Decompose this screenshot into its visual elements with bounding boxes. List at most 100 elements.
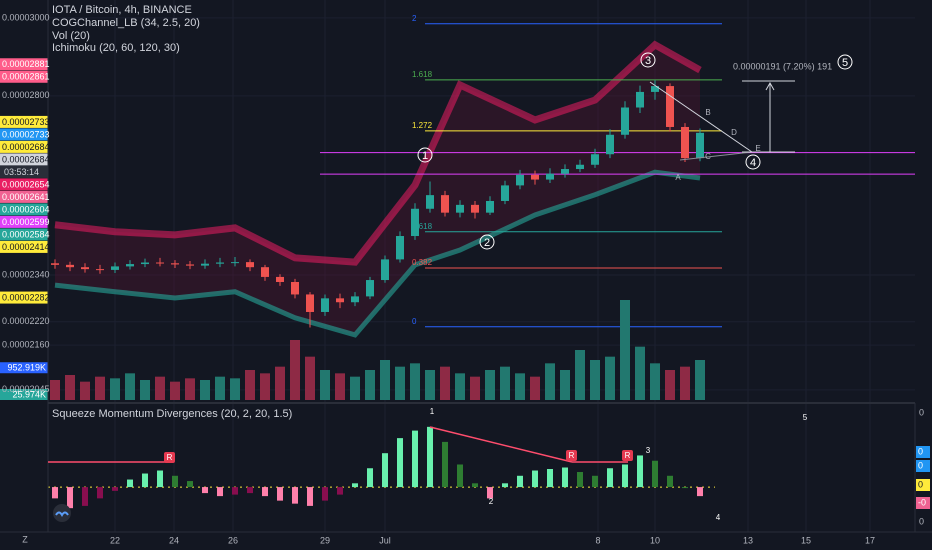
candle-body xyxy=(651,86,659,92)
y-tick-label: 0.00002340 xyxy=(2,269,50,279)
fib-label: 0 xyxy=(412,317,417,326)
volume-bar xyxy=(410,363,420,400)
volume-bar xyxy=(320,370,330,400)
volume-bar xyxy=(440,366,450,400)
candle-body xyxy=(66,264,74,268)
momentum-tag-label: 0 xyxy=(918,479,923,489)
volume-tag-label: 25.974K xyxy=(12,389,46,399)
volume-bar xyxy=(545,363,555,400)
momentum-tag xyxy=(916,446,930,458)
candle-body xyxy=(486,200,494,213)
divergence-label: R xyxy=(569,451,575,460)
volume-bar xyxy=(455,373,465,400)
volume-bar xyxy=(290,340,300,400)
volume-bar xyxy=(335,373,345,400)
momentum-bar xyxy=(397,438,403,488)
candle-body xyxy=(501,185,509,201)
x-tick-label: 10 xyxy=(650,535,660,545)
momentum-wave-label: 1 xyxy=(430,407,435,416)
x-tick-label: 22 xyxy=(110,535,120,545)
candle-body xyxy=(471,204,479,213)
indicator-label[interactable]: COGChannel_LB (34, 2.5, 20) xyxy=(52,17,200,29)
candle-body xyxy=(306,294,314,312)
pattern-label: A xyxy=(675,173,681,182)
candle-body xyxy=(441,195,449,213)
wave-circle xyxy=(479,234,495,250)
candle-body xyxy=(351,296,359,303)
indicator-label[interactable]: Ichimoku (20, 60, 120, 30) xyxy=(52,42,180,54)
trend-line xyxy=(679,151,753,161)
candle-body xyxy=(516,174,524,186)
price-tag xyxy=(0,70,48,83)
volume-bar xyxy=(230,378,240,400)
momentum-bar xyxy=(607,468,613,488)
volume-bar xyxy=(350,376,360,400)
momentum-bar xyxy=(367,468,373,488)
volume-bar xyxy=(650,363,660,400)
timezone-button[interactable]: Z xyxy=(22,534,28,544)
logo[interactable] xyxy=(53,504,71,522)
trend-line xyxy=(649,81,753,153)
chart-title: IOTA / Bitcoin, 4h, BINANCE xyxy=(52,4,192,16)
logo-mark xyxy=(55,511,69,517)
divergence-label: R xyxy=(625,451,631,460)
volume-bar xyxy=(95,376,105,400)
candle-body xyxy=(246,262,254,268)
momentum-bar xyxy=(292,487,298,504)
momentum-bar xyxy=(622,464,628,488)
price-tag-label: 0.00002684 xyxy=(2,154,50,164)
momentum-bar xyxy=(112,487,118,491)
y-tick-label: 0.00002045 xyxy=(2,384,50,394)
price-tag-label: 0.00002641 xyxy=(2,192,50,202)
wave-label: 1 xyxy=(422,150,428,162)
volume-bar xyxy=(365,370,375,400)
momentum-bar xyxy=(562,467,568,488)
candle-body xyxy=(681,126,689,159)
price-tag-label: 0.00002733 xyxy=(2,117,50,127)
volume-bar xyxy=(575,350,585,400)
candle-body xyxy=(456,204,464,213)
countdown-label: 03:53:14 xyxy=(4,167,39,177)
wave-markers: 1 2 3 4 5 xyxy=(417,52,853,250)
volume-bar xyxy=(665,370,675,400)
y-tick-label: 0.00002220 xyxy=(2,316,50,326)
momentum-bar xyxy=(667,475,673,488)
wave-circle xyxy=(837,54,853,70)
indicator-label[interactable]: Vol (20) xyxy=(52,30,90,42)
momentum-wave-label: 2 xyxy=(489,497,494,506)
price-tag xyxy=(0,128,48,141)
divergence-badge xyxy=(566,450,577,461)
price-tag-label: 0.00002861 xyxy=(2,72,50,82)
volume-bar xyxy=(635,346,645,400)
price-tag xyxy=(0,140,48,153)
candle-body xyxy=(81,267,89,270)
candle-body xyxy=(366,280,374,297)
volume-bar xyxy=(275,366,285,400)
momentum-axis-label: 0 xyxy=(919,516,924,526)
volume-bar xyxy=(185,378,195,400)
volume-bar xyxy=(80,381,90,400)
volume-bar xyxy=(515,373,525,400)
candle-body xyxy=(426,195,434,209)
price-tag-label: 0.00002881 xyxy=(2,59,50,69)
volume-bar xyxy=(560,370,570,400)
momentum-bar xyxy=(547,469,553,488)
price-tag-label: 0.00002654 xyxy=(2,179,50,189)
candle-body xyxy=(636,91,644,108)
measure-arrow-head xyxy=(765,81,775,91)
volume-bar xyxy=(620,300,630,400)
pattern-label: D xyxy=(731,128,737,137)
y-tick-label: 0.00003000 xyxy=(2,12,50,22)
momentum-bar xyxy=(487,487,493,499)
momentum-bar xyxy=(322,487,328,501)
volume-bar xyxy=(590,360,600,400)
price-tag xyxy=(0,190,48,203)
wave-label: 3 xyxy=(645,55,651,67)
indicator-label[interactable]: Squeeze Momentum Divergences (20, 2, 20,… xyxy=(52,408,292,420)
price-tag-label: 0.00002604 xyxy=(2,204,50,214)
candle-body xyxy=(216,262,224,264)
price-tag xyxy=(0,240,48,253)
y-tick-label: 0.00002160 xyxy=(2,339,50,349)
momentum-bar xyxy=(697,487,703,497)
candle-body xyxy=(381,259,389,281)
